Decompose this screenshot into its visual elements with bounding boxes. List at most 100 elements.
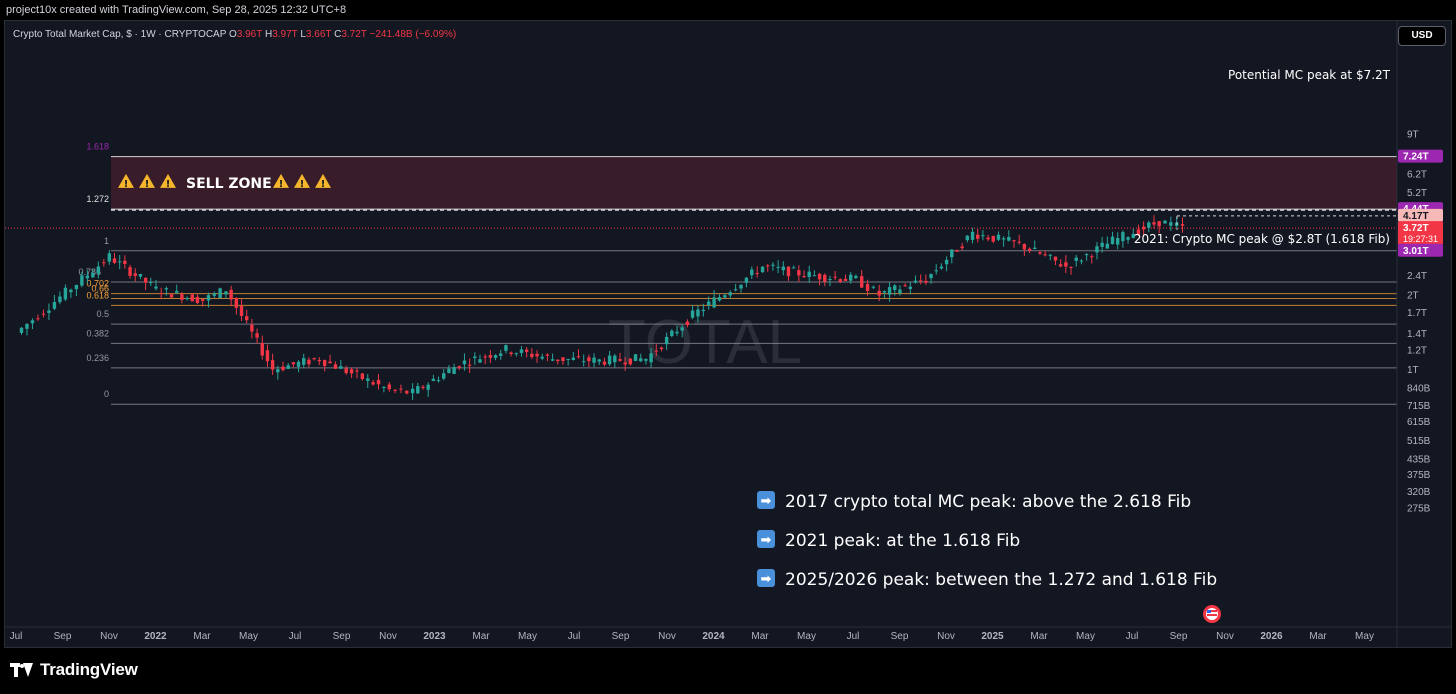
candle-body [1053, 256, 1058, 261]
warning-icon [315, 173, 331, 188]
candle-body [750, 269, 754, 276]
candle-body [828, 278, 832, 280]
candle-body [509, 352, 513, 354]
candle-body [478, 359, 482, 363]
warning-icon-mark: ! [166, 179, 171, 190]
price-badge-text: 4.17T [1403, 211, 1429, 222]
candle-body [265, 350, 270, 362]
warning-icon-mark: ! [300, 179, 305, 190]
candle-body [1126, 237, 1130, 240]
candle-body [929, 274, 933, 279]
candle-body [239, 305, 244, 316]
candle-body [195, 296, 200, 304]
time-axis-tick: Jul [847, 631, 860, 642]
price-axis-tick: 5.2T [1407, 188, 1427, 199]
candle-body [913, 280, 918, 283]
candle-body [190, 294, 194, 302]
candle-body [733, 289, 738, 291]
candle-body [1022, 244, 1027, 250]
candle-body [133, 273, 137, 276]
candle-body [74, 285, 79, 290]
candle-body [618, 359, 622, 361]
candle-body [447, 368, 451, 373]
warning-icon [273, 173, 289, 188]
candle-body [333, 364, 338, 369]
candle-body [670, 330, 674, 336]
candle-body [791, 267, 796, 269]
candle-body [566, 358, 570, 360]
candle-body [771, 264, 775, 266]
candle-body [47, 310, 51, 313]
candle-body [802, 276, 806, 278]
time-axis-tick: Nov [937, 631, 955, 642]
candle-body [63, 287, 68, 300]
candle-body [739, 284, 743, 289]
candle-body [701, 309, 706, 312]
price-axis-tick: 1T [1407, 365, 1419, 376]
candle-body [613, 355, 617, 363]
candle-body [107, 253, 112, 262]
attribution-bar: project10x created with TradingView.com,… [0, 0, 1456, 20]
candle-body [680, 327, 684, 331]
time-axis-tick: Jul [1126, 631, 1139, 642]
candle-body [483, 356, 487, 358]
price-axis-tick: 435B [1407, 454, 1431, 465]
arrow-right-icon [757, 569, 775, 587]
time-axis-tick: May [797, 631, 816, 642]
currency-button[interactable]: USD [1398, 26, 1446, 46]
sell-zone-label: SELL ZONE [186, 176, 272, 192]
candle-body [1180, 224, 1185, 226]
candle-body [1033, 247, 1037, 250]
time-axis-tick: 2023 [423, 631, 446, 642]
candle-body [854, 275, 858, 278]
candle-body [1169, 222, 1173, 226]
candle-body [1110, 236, 1115, 245]
candle-body [123, 260, 127, 265]
candle-body [981, 235, 985, 237]
candle-body [685, 321, 690, 326]
candle-body [1157, 221, 1161, 227]
candle-body [224, 291, 228, 295]
candle-body [944, 259, 949, 265]
candle-body [843, 278, 848, 281]
candle-body [996, 234, 1001, 240]
candle-body [924, 280, 928, 283]
candle-body [317, 360, 321, 362]
candle-body [633, 354, 638, 361]
candle-body [164, 288, 169, 290]
candle-body [1131, 233, 1135, 239]
candle-body [1038, 252, 1042, 254]
candle-body [592, 357, 596, 363]
candle-body [723, 295, 727, 298]
candle-body [812, 275, 817, 277]
candle-body [1090, 256, 1094, 258]
candle-body [102, 262, 106, 264]
price-axis-tick: 1.4T [1407, 329, 1427, 340]
candle-body [576, 356, 581, 358]
time-axis-tick: Nov [1216, 631, 1234, 642]
time-axis-tick: Nov [100, 631, 118, 642]
time-axis-tick: May [239, 631, 258, 642]
brand[interactable]: TradingView [10, 660, 138, 680]
candle-body [755, 273, 759, 275]
candle-body [1136, 229, 1141, 235]
chart-pane[interactable]: TOTAL 1.618 1.272 1 0.786 0.702 0.66 0.618 0.5 0.… [4, 20, 1452, 648]
warning-icon-mark: ! [321, 179, 326, 190]
candle-body [939, 266, 944, 269]
candle-body [112, 258, 117, 263]
candle-body [882, 291, 887, 293]
candle-body [1100, 242, 1104, 247]
candle-body [349, 369, 354, 374]
fib-label: 0.382 [86, 328, 109, 338]
candle-body [1058, 264, 1063, 267]
candle-body [514, 353, 518, 355]
price-axis-tick: 1.2T [1407, 345, 1427, 356]
fib-label: 0.786 [78, 267, 101, 277]
candle-body [69, 289, 73, 293]
candle-body [1012, 240, 1016, 242]
candle-body [823, 274, 827, 282]
time-axis-tick: Sep [612, 631, 630, 642]
candle-body [1105, 243, 1110, 249]
candle-body [903, 285, 907, 287]
